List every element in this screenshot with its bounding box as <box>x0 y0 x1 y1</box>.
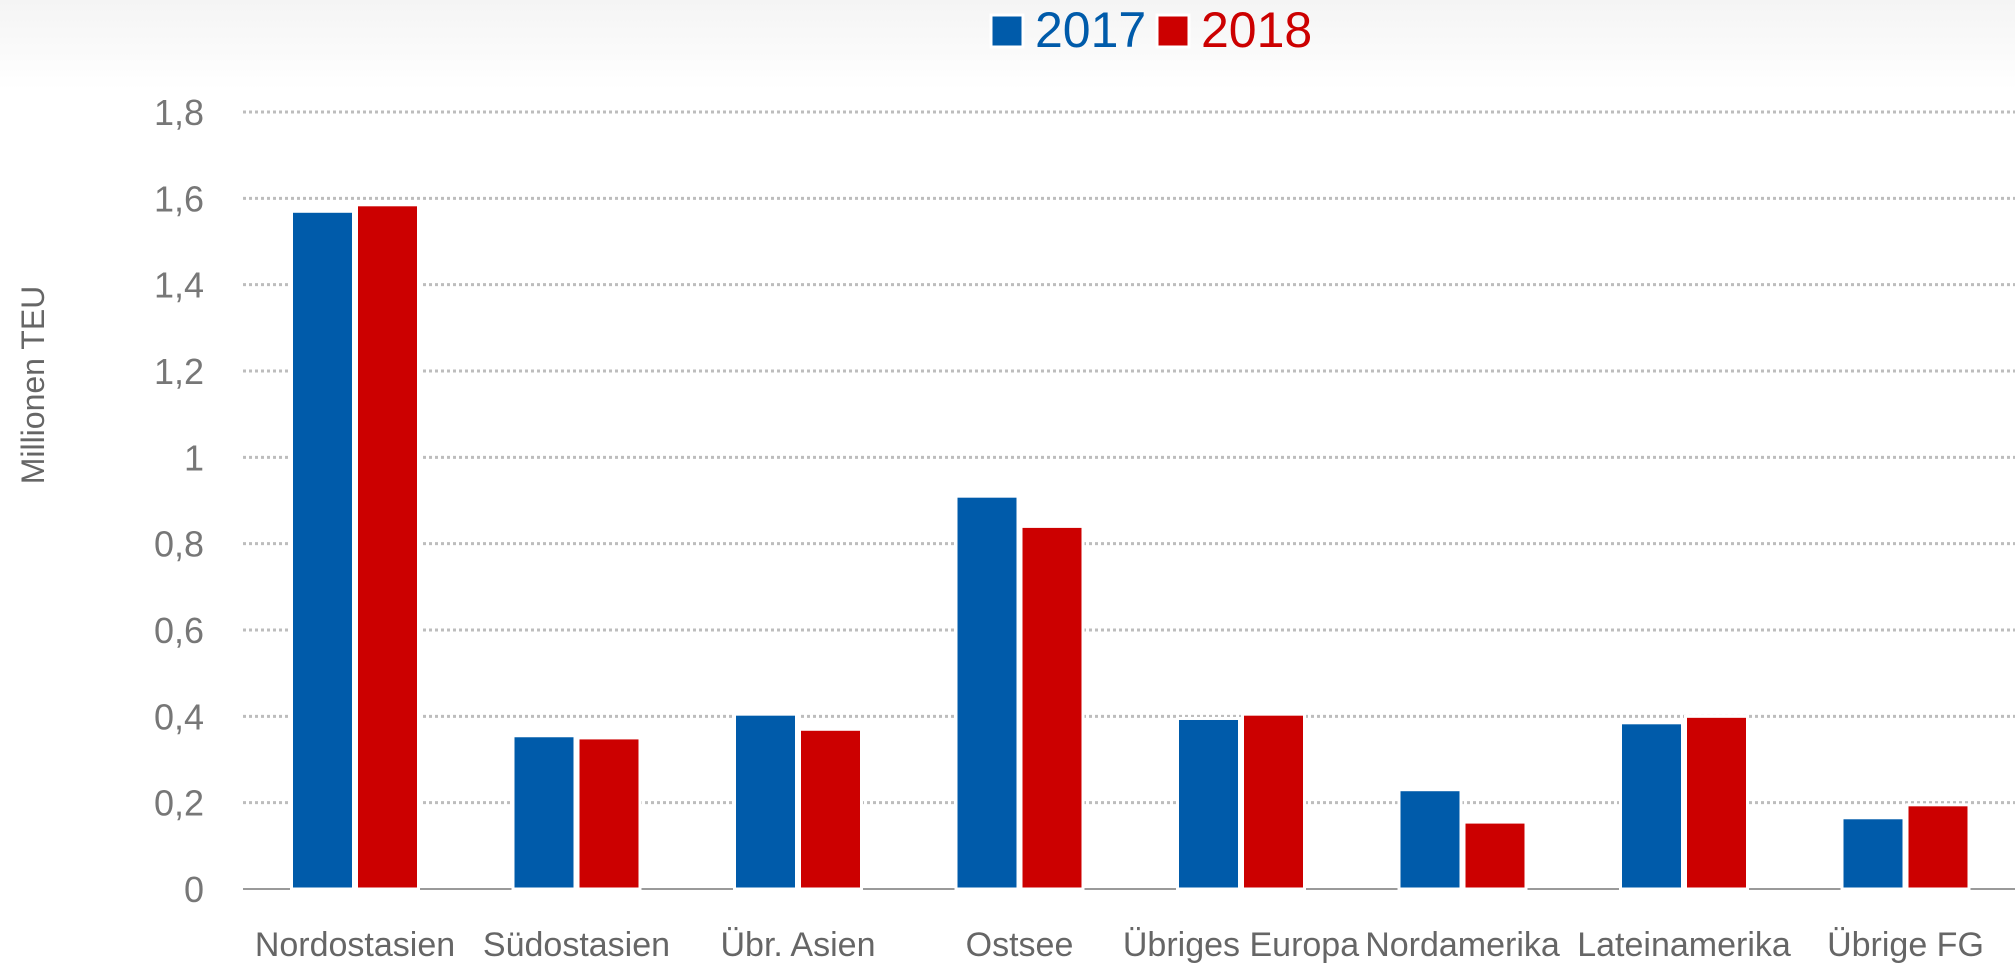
legend-swatch-2018 <box>1155 13 1191 49</box>
x-category-label: Übr. Asien <box>721 926 876 964</box>
y-tick-label: 0,4 <box>154 696 204 737</box>
bar-2018 <box>355 203 420 891</box>
bar-2017 <box>511 734 577 891</box>
bar-2018 <box>1241 712 1306 891</box>
bar-2018 <box>1462 820 1528 891</box>
bar-2017 <box>1840 816 1906 891</box>
legend: 2017 2018 <box>989 2 1312 58</box>
y-tick-label: 1 <box>184 437 204 478</box>
y-axis-label: Millionen TEU <box>15 286 51 485</box>
bars <box>290 203 1971 891</box>
y-tick-label: 0,6 <box>154 610 204 651</box>
bar-2017 <box>1176 716 1241 891</box>
bar-2017 <box>1619 721 1684 891</box>
x-category-label: Ostsee <box>966 926 1074 964</box>
x-category-label: Nordamerika <box>1365 926 1560 964</box>
legend-swatch-2017 <box>989 13 1025 49</box>
bar-2017 <box>733 712 798 891</box>
x-axis-categories: Nordostasien Südostasien Übr. Asien Ostsee Ü… <box>255 926 1984 964</box>
bar-2017 <box>290 209 355 891</box>
x-category-label: Übrige FG <box>1827 926 1984 964</box>
legend-label-2018: 2018 <box>1201 2 1312 58</box>
bar-2017 <box>1397 788 1463 891</box>
y-tick-label: 1,4 <box>154 265 204 306</box>
x-category-label: Südostasien <box>483 926 670 964</box>
x-category-label: Nordostasien <box>255 926 455 964</box>
bar-2017 <box>954 494 1020 891</box>
bar-2018 <box>1019 524 1085 891</box>
y-tick-label: 0 <box>184 869 204 910</box>
y-tick-label: 0,8 <box>154 524 204 565</box>
legend-label-2017: 2017 <box>1035 2 1146 58</box>
y-tick-label: 0,2 <box>154 783 204 824</box>
y-tick-label: 1,8 <box>154 92 204 133</box>
bar-2018 <box>1905 803 1971 891</box>
bar-2018 <box>576 736 642 891</box>
bar-2018 <box>798 727 863 891</box>
x-category-label: Lateinamerika <box>1577 926 1791 964</box>
bar-2018 <box>1684 714 1749 891</box>
y-tick-label: 1,6 <box>154 178 204 219</box>
y-tick-label: 1,2 <box>154 351 204 392</box>
x-category-label: Übriges Europa <box>1123 926 1359 964</box>
gridlines <box>243 110 2015 890</box>
y-axis-ticks: 0 0,2 0,4 0,6 0,8 1 1,2 1,4 1,6 1,8 <box>154 92 204 910</box>
